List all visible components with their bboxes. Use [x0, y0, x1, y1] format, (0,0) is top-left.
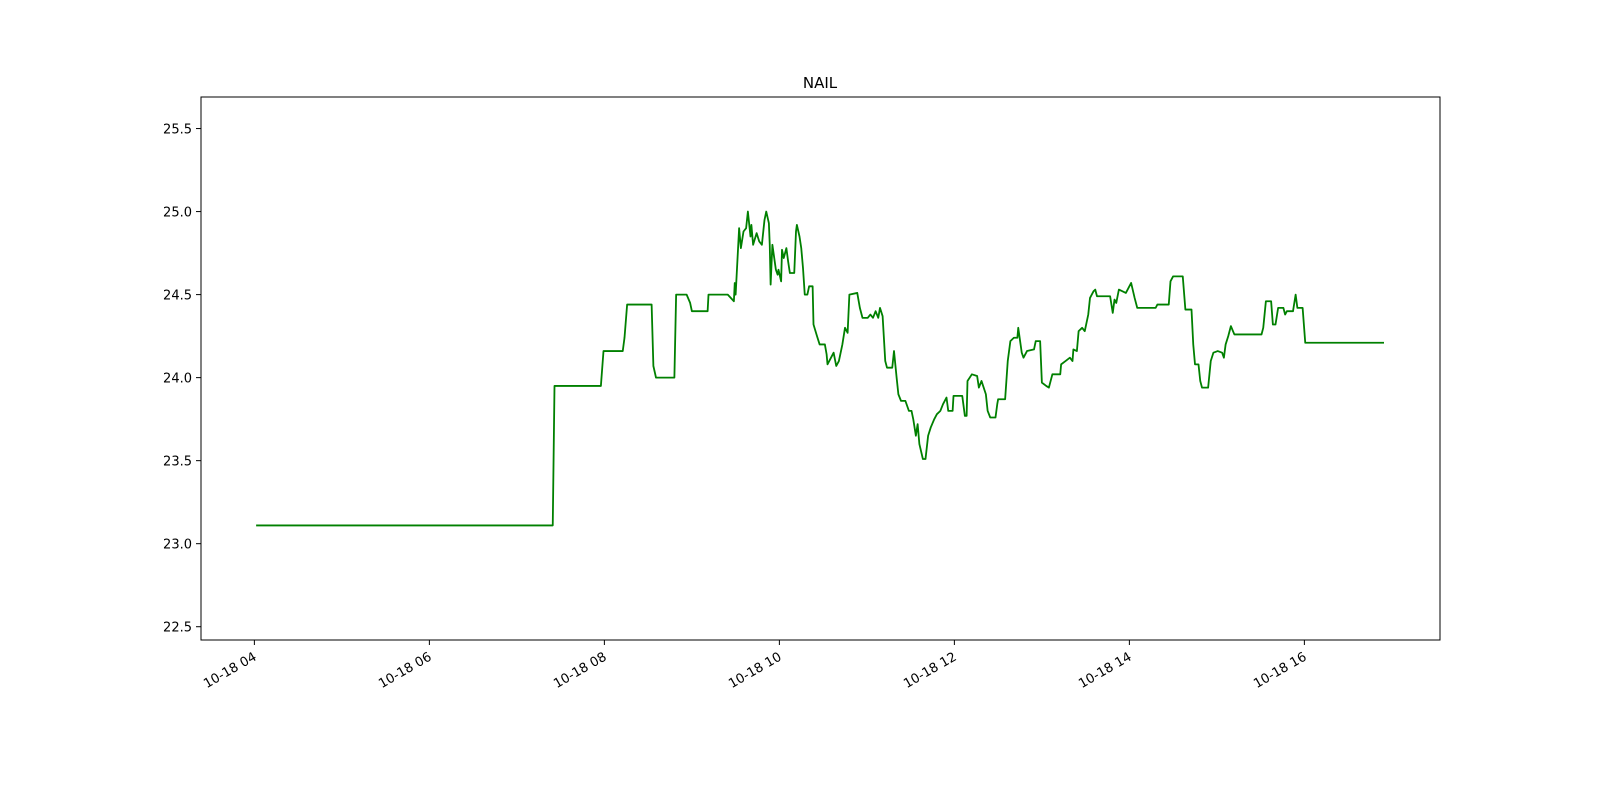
plot-frame — [200, 96, 1441, 641]
x-tick-label: 10-18 12 — [901, 650, 959, 692]
x-tick-label: 10-18 04 — [201, 650, 259, 692]
y-tick-label: 23.5 — [163, 455, 192, 470]
x-tick-label: 10-18 16 — [1251, 650, 1309, 692]
price-line — [256, 210, 1384, 527]
y-tick-label: 25.5 — [163, 123, 192, 138]
y-tick-label: 24.0 — [163, 372, 192, 387]
y-tick-label: 23.0 — [163, 538, 192, 553]
x-tick-label: 10-18 06 — [376, 650, 434, 692]
x-tick-label: 10-18 14 — [1076, 650, 1134, 692]
y-tick-label: 22.5 — [163, 621, 192, 636]
y-tick-label: 24.5 — [163, 289, 192, 304]
y-tick-label: 25.0 — [163, 206, 192, 221]
x-tick-label: 10-18 08 — [551, 650, 609, 692]
x-tick-label: 10-18 10 — [726, 650, 784, 692]
chart-title: NAIL — [803, 74, 838, 92]
